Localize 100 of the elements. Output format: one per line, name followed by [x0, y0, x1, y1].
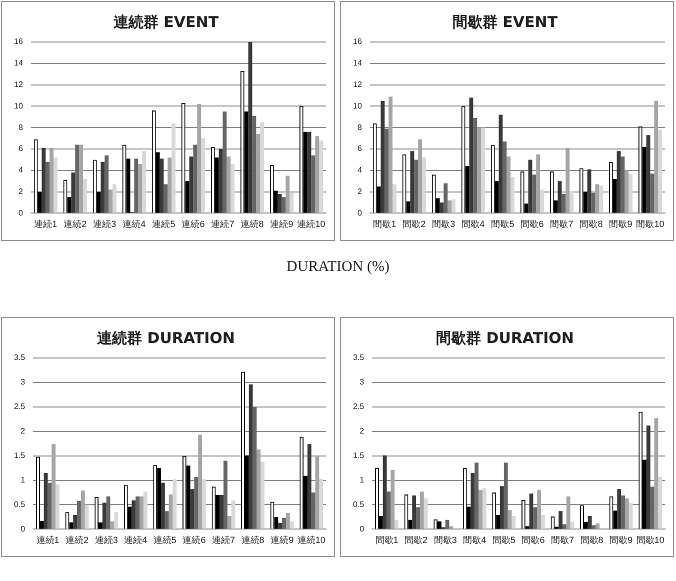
y-tick-label: 2 [18, 187, 24, 196]
bar [54, 158, 58, 213]
bar [44, 472, 48, 529]
x-tick-label: 間歇9 [610, 535, 633, 546]
y-tick-label: 16 [352, 37, 362, 46]
y-tick-label: 2.5 [14, 402, 26, 412]
bar [100, 162, 105, 213]
bar [84, 504, 89, 529]
bar [412, 495, 416, 529]
bar [570, 192, 574, 213]
y-tick-label: 2.5 [352, 402, 365, 412]
x-tick-label: 連続6 [182, 219, 205, 230]
x-tick-label: 連続9 [270, 535, 294, 546]
bar [394, 520, 398, 529]
x-tick-label: 間歇4 [462, 219, 485, 230]
bar [533, 507, 538, 529]
bar [52, 444, 56, 529]
bar [77, 500, 81, 529]
y-tick-label: 0 [18, 208, 24, 218]
bar [566, 148, 570, 213]
x-tick-label: 連続8 [241, 535, 264, 546]
bar [75, 144, 80, 213]
bar [157, 468, 162, 529]
bar [315, 136, 320, 213]
bar [452, 199, 456, 213]
x-tick-label: 間歇5 [492, 535, 516, 546]
bar [566, 496, 570, 529]
x-tick-label: 間歇2 [402, 219, 426, 230]
bar [438, 521, 442, 529]
chart-title: 連続群 EVENT [112, 12, 220, 31]
bar [282, 197, 286, 213]
bar [420, 492, 424, 529]
x-tick-label: 間歇10 [636, 219, 664, 230]
y-tick-label: 8 [18, 122, 24, 132]
bar [591, 192, 596, 213]
bar [223, 460, 228, 529]
y-tick-label: 10 [14, 101, 24, 110]
x-tick-label: 連続4 [122, 219, 146, 230]
bar [596, 523, 600, 529]
bar [654, 418, 658, 529]
bar [414, 160, 418, 213]
x-tick-label: 連続3 [93, 219, 116, 230]
bar [172, 123, 176, 213]
bar [319, 140, 324, 213]
bar [416, 507, 420, 529]
bar [278, 522, 282, 529]
x-tick-label: 間歇6 [522, 535, 545, 546]
y-tick-label: 4 [18, 166, 24, 175]
bar [502, 142, 507, 213]
bar [222, 112, 227, 213]
bar [319, 478, 324, 529]
x-tick-label: 連続7 [212, 535, 235, 546]
bar [410, 151, 414, 213]
bar [132, 500, 136, 529]
bar [388, 96, 393, 213]
bar [390, 470, 395, 529]
chart-title: 間歇群 EVENT [452, 12, 558, 31]
y-tick-label: 3.5 [352, 353, 365, 362]
bar [628, 502, 633, 529]
y-tick-label: 6 [357, 144, 362, 154]
bar [140, 496, 144, 529]
x-tick-label: 間歇3 [432, 219, 456, 230]
y-tick-label: 1.5 [14, 451, 26, 460]
bar [286, 513, 290, 529]
y-tick-label: 1 [360, 475, 365, 484]
y-tick-label: 1 [20, 475, 26, 484]
bar [161, 482, 165, 529]
x-tick-label: 連続3 [94, 535, 118, 546]
x-tick-label: 連続1 [36, 535, 60, 546]
bar [46, 162, 50, 213]
y-tick-label: 3 [360, 378, 365, 387]
x-tick-label: 間歇10 [636, 535, 664, 546]
bar [506, 156, 511, 213]
x-tick-label: 連続5 [153, 535, 176, 546]
x-tick-label: 間歇7 [550, 535, 574, 546]
x-tick-label: 間歇2 [404, 535, 428, 546]
bar [194, 476, 198, 529]
bar [599, 185, 604, 213]
bar [658, 476, 662, 529]
bar [477, 128, 482, 213]
bar [392, 184, 396, 213]
text: DURATION (%) [286, 259, 390, 276]
y-tick-label: 6 [18, 144, 24, 154]
bar [290, 521, 294, 529]
bar [197, 104, 202, 213]
bar [290, 192, 294, 213]
bar [260, 122, 264, 213]
x-tick-label: 間歇8 [580, 219, 603, 230]
bar [532, 174, 536, 213]
y-tick-label: 4 [357, 166, 362, 175]
x-tick-label: 連続4 [124, 535, 148, 546]
x-tick-label: 間歇1 [373, 219, 396, 230]
bar [248, 384, 253, 529]
bar [73, 515, 78, 529]
x-tick-label: 連続10 [297, 535, 326, 546]
y-tick-label: 1.5 [352, 451, 365, 460]
bar [380, 100, 385, 213]
bar [650, 486, 654, 529]
bar [164, 511, 169, 529]
bar [621, 495, 625, 529]
